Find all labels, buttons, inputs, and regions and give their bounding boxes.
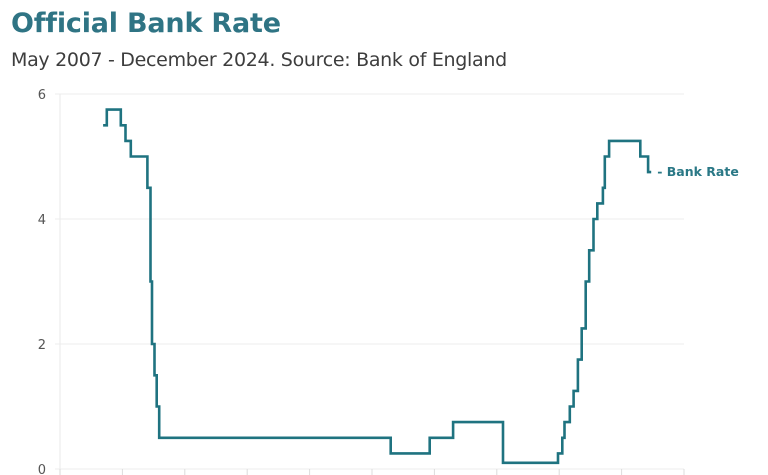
- chart-title: Official Bank Rate: [11, 8, 281, 39]
- bank-rate-line: [103, 108, 652, 465]
- y-tick-label: 0: [38, 463, 46, 475]
- y-tick-label: 4: [38, 213, 46, 228]
- gridlines: [55, 93, 685, 475]
- series-label-bank-rate: - Bank Rate: [657, 164, 739, 179]
- y-tick-label: 2: [38, 338, 46, 353]
- chart-subtitle: May 2007 - December 2024. Source: Bank o…: [11, 49, 507, 71]
- y-tick-label: 6: [38, 88, 46, 103]
- y-axis: 0 2 4 6: [38, 88, 46, 475]
